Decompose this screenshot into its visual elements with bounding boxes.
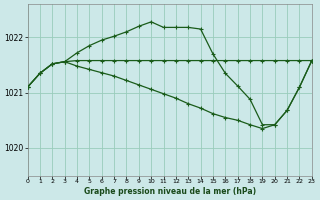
X-axis label: Graphe pression niveau de la mer (hPa): Graphe pression niveau de la mer (hPa) [84,187,256,196]
